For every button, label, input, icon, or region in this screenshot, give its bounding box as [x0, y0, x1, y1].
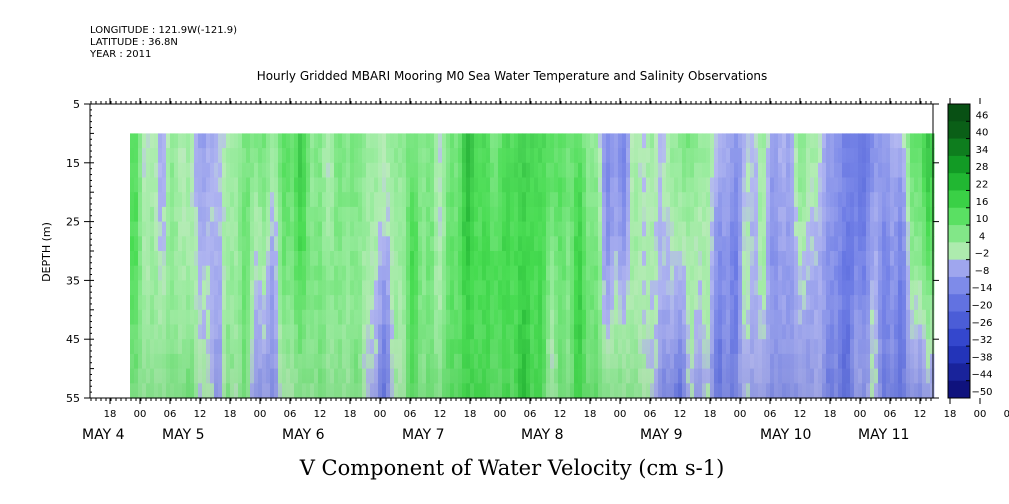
- x-hour-label: 00: [374, 409, 387, 420]
- year-label: YEAR : 2011: [90, 49, 152, 60]
- x-hour-label: 12: [194, 409, 207, 420]
- x-hour-label: 18: [344, 409, 357, 420]
- colorbar-swatch: [948, 311, 970, 330]
- colorbar-label: 16: [976, 197, 989, 208]
- colorbar-label: −44: [971, 370, 992, 381]
- x-hour-label: 12: [434, 409, 447, 420]
- y-tick-label: 15: [66, 157, 80, 170]
- x-hour-label: 00: [854, 409, 867, 420]
- x-hour-label: 06: [164, 409, 177, 420]
- x-hour-label: 12: [794, 409, 807, 420]
- x-day-label: MAY 5: [162, 427, 204, 443]
- y-tick-label: 5: [73, 98, 80, 111]
- x-hour-label: 00: [254, 409, 267, 420]
- x-hour-label: 12: [674, 409, 687, 420]
- colorbar-swatch: [948, 346, 970, 364]
- bottom-title: V Component of Water Velocity (cm s-1): [299, 456, 725, 480]
- x-hour-label: 18: [584, 409, 597, 420]
- x-hour-label: 06: [1004, 409, 1009, 420]
- y-axis: 5 15 25 35 45 55: [66, 98, 939, 405]
- colorbar-label: −50: [971, 387, 992, 398]
- x-hour-label: 00: [734, 409, 747, 420]
- colorbar-swatch: [948, 259, 970, 278]
- y-tick-label: 45: [66, 333, 80, 346]
- x-day-label: MAY 7: [402, 427, 444, 443]
- x-hour-label: 06: [884, 409, 897, 420]
- x-hour-label: 18: [944, 409, 957, 420]
- x-hour-label: 06: [644, 409, 657, 420]
- x-hour-label: 00: [134, 409, 147, 420]
- colorbar-label: 28: [976, 162, 989, 173]
- x-hour-label: 06: [284, 409, 297, 420]
- y-tick-label: 35: [66, 274, 80, 287]
- x-hour-label: 18: [104, 409, 117, 420]
- colorbar-swatch: [948, 380, 970, 399]
- colorbar-swatch: [948, 276, 970, 295]
- heatmap-shading: [130, 133, 933, 398]
- colorbar-label: −26: [971, 318, 992, 329]
- x-hour-label: 18: [704, 409, 717, 420]
- y-tick-label: 25: [66, 216, 80, 229]
- colorbar-swatch: [948, 207, 970, 226]
- x-day-label: MAY 6: [282, 427, 325, 443]
- colorbar-swatch: [948, 138, 970, 157]
- x-hour-label: 18: [464, 409, 477, 420]
- x-day-label: MAY 8: [521, 427, 563, 443]
- y-tick-label: 55: [66, 392, 80, 405]
- colorbar-swatch: [948, 363, 970, 382]
- colorbar-swatch: [948, 173, 970, 191]
- chart-title: Hourly Gridded MBARI Mooring M0 Sea Wate…: [257, 69, 768, 83]
- colorbar: 46 40 34 28 22 16 10 4 −2 −8 −14 −20 −26 −32 −38 −44 −50: [947, 103, 993, 399]
- colorbar-swatch: [948, 121, 970, 140]
- colorbar-swatch: [948, 190, 970, 209]
- colorbar-label: −8: [975, 266, 990, 277]
- colorbar-swatch: [948, 104, 970, 122]
- x-day-label: MAY 10: [760, 427, 811, 443]
- colorbar-label: −14: [971, 283, 992, 294]
- x-hour-label: 00: [494, 409, 507, 420]
- x-hour-label: 06: [404, 409, 417, 420]
- colorbar-label: 34: [976, 145, 989, 156]
- colorbar-label: 22: [976, 179, 989, 190]
- x-day-label: MAY 11: [858, 427, 909, 443]
- colorbar-swatch: [948, 242, 970, 261]
- colorbar-label: −38: [971, 352, 992, 363]
- x-hour-label: 12: [914, 409, 927, 420]
- y-axis-title: DEPTH (m): [40, 222, 53, 282]
- x-hour-label: 12: [314, 409, 327, 420]
- x-day-label: MAY 9: [640, 427, 682, 443]
- x-hour-label: 12: [554, 409, 567, 420]
- longitude-label: LONGITUDE : 121.9W(-121.9): [90, 25, 237, 36]
- colorbar-label: 46: [976, 110, 989, 121]
- colorbar-swatch: [948, 328, 970, 347]
- colorbar-swatch: [948, 225, 970, 243]
- x-hour-label: 06: [764, 409, 777, 420]
- x-hour-label: 00: [614, 409, 627, 420]
- colorbar-frame: [947, 103, 971, 399]
- colorbar-label: 10: [976, 214, 989, 225]
- latitude-label: LATITUDE : 36.8N: [90, 37, 178, 48]
- x-day-label: MAY 4: [82, 427, 125, 443]
- x-hour-label: 18: [224, 409, 237, 420]
- x-hour-label: 06: [524, 409, 537, 420]
- colorbar-label: −2: [975, 249, 990, 260]
- colorbar-label: 40: [976, 128, 989, 139]
- colorbar-label: 4: [979, 231, 985, 242]
- x-axis: 18 00 06 12 18 00 06 12 18 00 06 12 18 00 06 12 18 00 06 12…: [82, 98, 1009, 443]
- x-hour-label: 00: [974, 409, 987, 420]
- colorbar-swatch: [948, 294, 970, 313]
- x-hour-label: 18: [824, 409, 837, 420]
- colorbar-swatch: [948, 155, 970, 174]
- colorbar-label: −20: [971, 301, 992, 312]
- colorbar-label: −32: [971, 335, 992, 346]
